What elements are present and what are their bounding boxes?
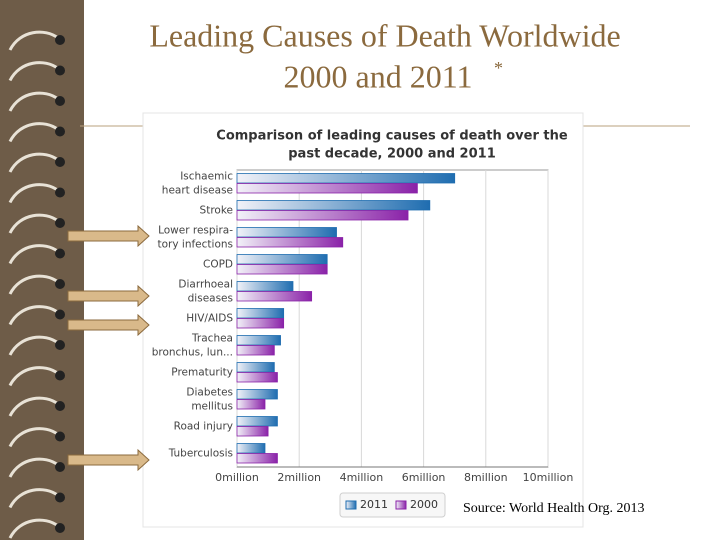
ring-hole [55, 96, 65, 106]
ring [8, 244, 59, 265]
bar [236, 345, 275, 356]
bar [236, 453, 278, 464]
ring [8, 30, 59, 51]
legend-label: 2000 [410, 498, 438, 511]
y-tick-label: Prematurity [171, 367, 233, 379]
slide-title: Leading Causes of Death Worldwide [149, 17, 620, 53]
ring-hole [55, 401, 65, 411]
ring [8, 152, 59, 173]
chart-title: Comparison of leading causes of death ov… [216, 129, 568, 144]
ring-hole [55, 187, 65, 198]
ring [8, 61, 59, 82]
ring-hole [55, 248, 65, 259]
bar [236, 264, 328, 275]
ring-hole [55, 431, 65, 442]
x-tick-label: 2million [277, 471, 321, 484]
spiral-binding [8, 30, 65, 539]
ring [8, 91, 59, 112]
ring-hole [55, 65, 65, 76]
ring-hole [55, 462, 65, 472]
bar [236, 399, 266, 410]
x-tick-label: 8million [464, 471, 508, 484]
legend-label: 2011 [360, 498, 388, 511]
arrow [67, 448, 150, 472]
bar [236, 308, 285, 319]
bar [236, 426, 269, 437]
ring-hole [55, 309, 65, 320]
ring [8, 457, 59, 478]
ring-hole [55, 126, 65, 137]
legend-box [339, 492, 446, 518]
bar [236, 372, 278, 383]
bar [236, 318, 285, 329]
bar [236, 362, 275, 373]
bar [236, 335, 281, 346]
ring [8, 427, 59, 448]
x-tick-label: 6million [402, 471, 446, 484]
arrow [67, 224, 150, 248]
ring-hole [55, 157, 65, 167]
bar [236, 416, 278, 427]
y-tick-label: Trachea bronchus, lun... [152, 333, 233, 359]
bar [236, 237, 344, 248]
ring [8, 122, 59, 143]
bar [236, 443, 266, 454]
chart-title: past decade, 2000 and 2011 [288, 147, 496, 162]
ring-hole [55, 340, 65, 350]
bar [236, 281, 294, 292]
ring [8, 183, 59, 204]
y-tick-label: Lower respira-tory infections [158, 225, 234, 251]
pointer-arrows [67, 224, 150, 472]
ring-hole [55, 492, 65, 503]
bar [236, 389, 278, 400]
bar [236, 210, 409, 221]
y-tick-label: Diarrhoeal diseases [178, 279, 233, 305]
arrow [67, 284, 150, 308]
ring [8, 366, 59, 387]
slide-title: 2000 and 2011 [283, 58, 472, 94]
legend-swatch [345, 500, 357, 510]
legend-swatch [395, 500, 407, 510]
y-tick-label: Stroke [200, 205, 233, 217]
bar [236, 200, 431, 211]
ring [8, 305, 59, 326]
ring [8, 488, 59, 509]
ring-hole [55, 279, 65, 289]
ring [8, 274, 59, 295]
y-tick-label: Diabetes mellitus [186, 387, 233, 413]
x-tick-label: 0million [215, 471, 259, 484]
ring-hole [55, 35, 65, 45]
ring-hole [55, 523, 65, 533]
bar [236, 173, 456, 184]
x-tick-label: 4million [340, 471, 384, 484]
y-tick-label: Ischaemic heart disease [162, 171, 233, 197]
bar [236, 291, 313, 302]
ring [8, 213, 59, 234]
y-tick-label: HIV/AIDS [186, 313, 233, 325]
ring [8, 518, 59, 539]
bar [236, 254, 328, 265]
ring [8, 396, 59, 417]
title-note: * [494, 58, 503, 78]
y-tick-label: Road injury [174, 421, 233, 433]
bar [236, 183, 418, 194]
bar [236, 227, 337, 238]
source: Source: World Health Org. 2013 [463, 501, 645, 516]
ring [8, 335, 59, 356]
binding-strip [0, 0, 84, 540]
ring-hole [55, 218, 65, 228]
y-tick-label: COPD [203, 259, 233, 271]
x-tick-label: 10million [523, 471, 574, 484]
y-tick-label: Tuberculosis [168, 448, 233, 460]
arrow [67, 313, 150, 337]
ring-hole [55, 370, 65, 381]
